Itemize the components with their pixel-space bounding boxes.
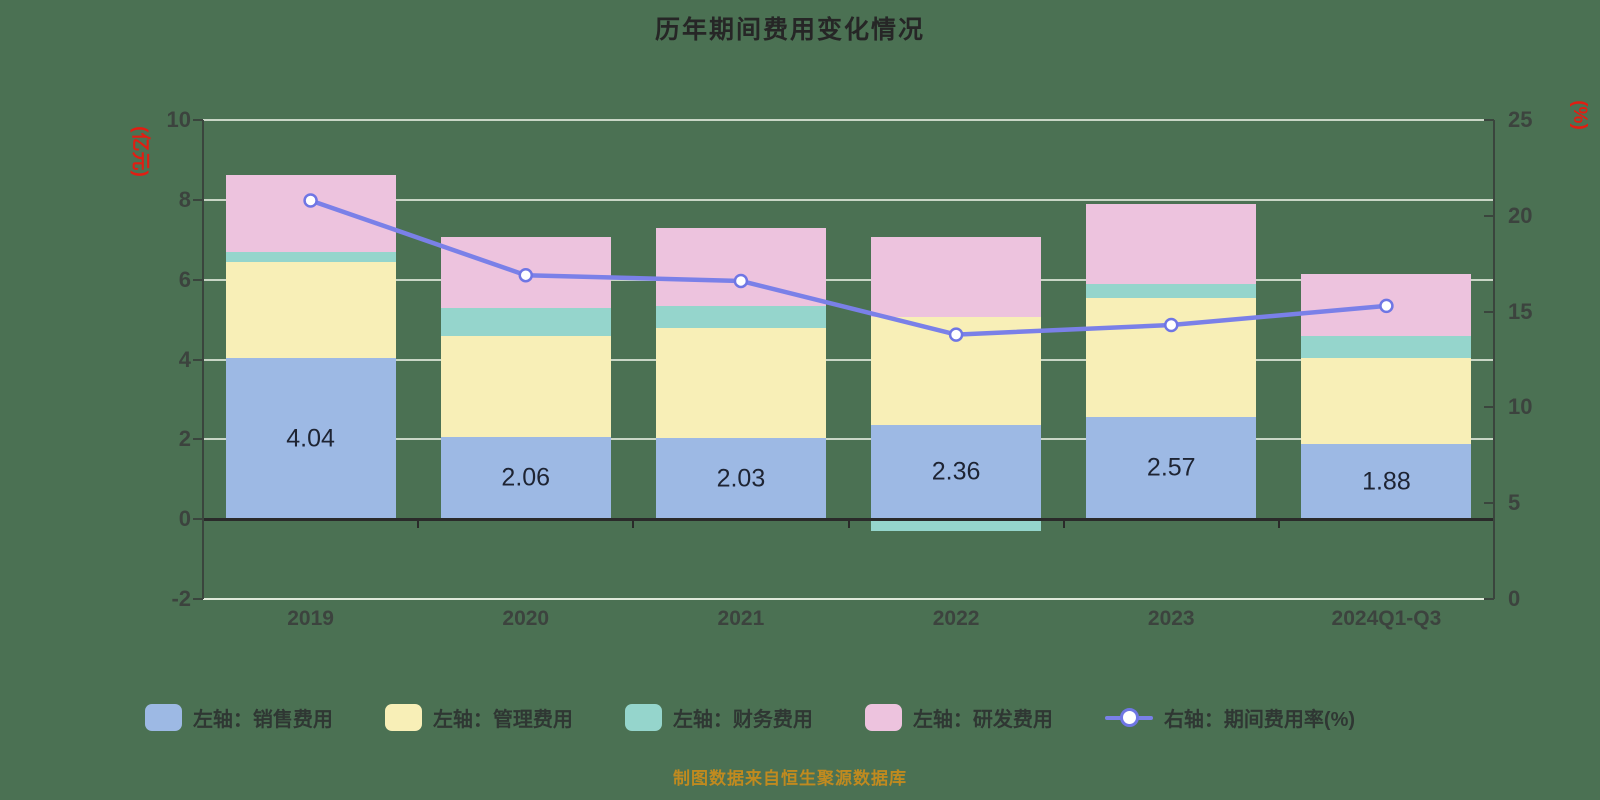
- bar-segment-sales[interactable]: [655, 438, 826, 520]
- bar-segment-sales[interactable]: [1086, 416, 1257, 520]
- line-marker[interactable]: [1164, 317, 1179, 333]
- bar-segment-admin[interactable]: [440, 336, 611, 437]
- bar-segment-rd[interactable]: [655, 227, 826, 306]
- x-axis-label: 2024Q1-Q3: [1331, 607, 1442, 630]
- left-axis-tick: [193, 438, 203, 441]
- right-axis-line: [1493, 120, 1495, 599]
- bar-segment-finance[interactable]: [1086, 283, 1257, 299]
- left-axis-tick: [193, 278, 203, 281]
- legend-item-admin[interactable]: 左轴：管理费用: [384, 703, 573, 732]
- right-tick-label: 0: [1508, 586, 1521, 611]
- legend-item-rate-line[interactable]: 右轴：期间费用率(%): [1104, 703, 1356, 732]
- legend-item-finance[interactable]: 左轴：财务费用: [624, 703, 813, 732]
- bar-segment-admin[interactable]: [225, 261, 396, 358]
- legend-label: 左轴：财务费用: [672, 708, 813, 731]
- bar-value-label: 1.88: [1362, 467, 1411, 496]
- gridline: [203, 198, 1494, 201]
- bar-segment-finance[interactable]: [225, 251, 396, 262]
- right-axis-tick: [1484, 502, 1494, 505]
- chart-title: 历年期间费用变化情况: [654, 16, 925, 44]
- left-tick-label: -2: [171, 586, 191, 611]
- bar-segment-admin[interactable]: [655, 327, 826, 439]
- gridline: [203, 358, 1494, 361]
- line-marker[interactable]: [1379, 298, 1394, 314]
- legend: 左轴：销售费用 左轴：管理费用 左轴：财务费用 左轴：研发费用 右轴：期间费用率(%): [0, 700, 1550, 734]
- line-marker-icon: [1104, 704, 1153, 731]
- x-axis-label: 2020: [502, 607, 550, 630]
- x-axis-label: 2019: [287, 607, 334, 630]
- legend-label: 左轴：销售费用: [192, 708, 333, 731]
- right-axis-tick: [1484, 598, 1494, 600]
- data-source-caption: 制图数据来自恒生聚源数据库: [673, 769, 907, 788]
- admin-swatch-icon: [384, 703, 422, 731]
- legend-label: 左轴：研发费用: [912, 708, 1053, 731]
- bar-value-label: 2.06: [501, 463, 551, 492]
- legend-line-circle: [1119, 707, 1139, 727]
- bar-value-label: 2.03: [716, 464, 766, 493]
- line-marker[interactable]: [948, 327, 964, 342]
- rd-swatch-icon: [864, 703, 902, 731]
- gridline: [203, 119, 1494, 121]
- left-axis-tick: [193, 518, 203, 521]
- right-axis-tick: [1484, 119, 1494, 121]
- bar-segment-finance[interactable]: [440, 307, 611, 337]
- gridline: [203, 438, 1494, 441]
- x-axis-label: 2022: [932, 607, 980, 630]
- right-axis-unit-label: (%): [1569, 100, 1590, 130]
- x-axis-tick: [1062, 519, 1065, 529]
- bar-value-label: 4.04: [286, 424, 335, 453]
- right-tick-label: 20: [1508, 202, 1533, 228]
- left-axis-tick: [193, 198, 203, 201]
- x-axis-tick: [847, 519, 850, 529]
- left-tick-label: 10: [166, 107, 191, 132]
- left-axis-tick: [193, 358, 203, 361]
- bar-segment-admin[interactable]: [1086, 298, 1257, 417]
- x-axis-label: 2023: [1147, 607, 1195, 630]
- bar-segment-rd[interactable]: [1086, 203, 1257, 284]
- left-axis-line: [202, 120, 204, 599]
- finance-swatch-icon: [624, 703, 662, 731]
- gridline: [203, 598, 1494, 600]
- right-tick-label: 5: [1508, 490, 1521, 516]
- sales-swatch-icon: [144, 703, 182, 731]
- line-marker[interactable]: [303, 193, 318, 208]
- x-axis-tick: [1277, 519, 1280, 529]
- line-marker[interactable]: [733, 273, 749, 289]
- left-axis-tick: [193, 598, 203, 600]
- x-axis-label: 2021: [717, 607, 765, 630]
- right-axis-tick: [1484, 310, 1494, 313]
- legend-item-sales[interactable]: 左轴：销售费用: [144, 703, 333, 732]
- x-axis-tick: [632, 519, 635, 529]
- right-tick-label: 25: [1508, 107, 1533, 132]
- left-tick-label: 0: [178, 506, 191, 532]
- bar-segment-sales[interactable]: [1301, 444, 1472, 520]
- right-tick-label: 15: [1508, 298, 1533, 324]
- bar-segment-finance[interactable]: [1301, 336, 1472, 359]
- left-tick-label: 6: [178, 266, 191, 292]
- bar-segment-finance[interactable]: [655, 305, 826, 328]
- right-axis-tick: [1484, 406, 1494, 409]
- bar-value-label: 2.57: [1146, 453, 1196, 482]
- bar-segment-sales[interactable]: [225, 357, 396, 520]
- left-axis-tick: [193, 119, 203, 121]
- x-axis-tick: [417, 519, 420, 529]
- bar-segment-sales[interactable]: [871, 424, 1042, 520]
- bar-segment-sales[interactable]: [440, 436, 611, 520]
- legend-label: 右轴：期间费用率(%): [1163, 708, 1356, 731]
- bar-value-label: 2.36: [931, 457, 981, 486]
- left-tick-label: 4: [178, 346, 191, 372]
- gridline: [203, 278, 1494, 281]
- right-tick-label: 10: [1508, 394, 1533, 420]
- bar-segment-admin[interactable]: [1301, 358, 1472, 445]
- legend-label: 左轴：管理费用: [432, 708, 573, 731]
- right-axis-tick: [1484, 214, 1494, 217]
- legend-item-rd[interactable]: 左轴：研发费用: [864, 703, 1053, 732]
- left-tick-label: 8: [178, 186, 191, 212]
- left-tick-label: 2: [178, 426, 191, 452]
- bar-segment-finance[interactable]: [871, 519, 1042, 532]
- bar-segment-rd[interactable]: [871, 237, 1042, 318]
- line-marker[interactable]: [518, 267, 533, 283]
- bar-segment-rd[interactable]: [225, 175, 396, 252]
